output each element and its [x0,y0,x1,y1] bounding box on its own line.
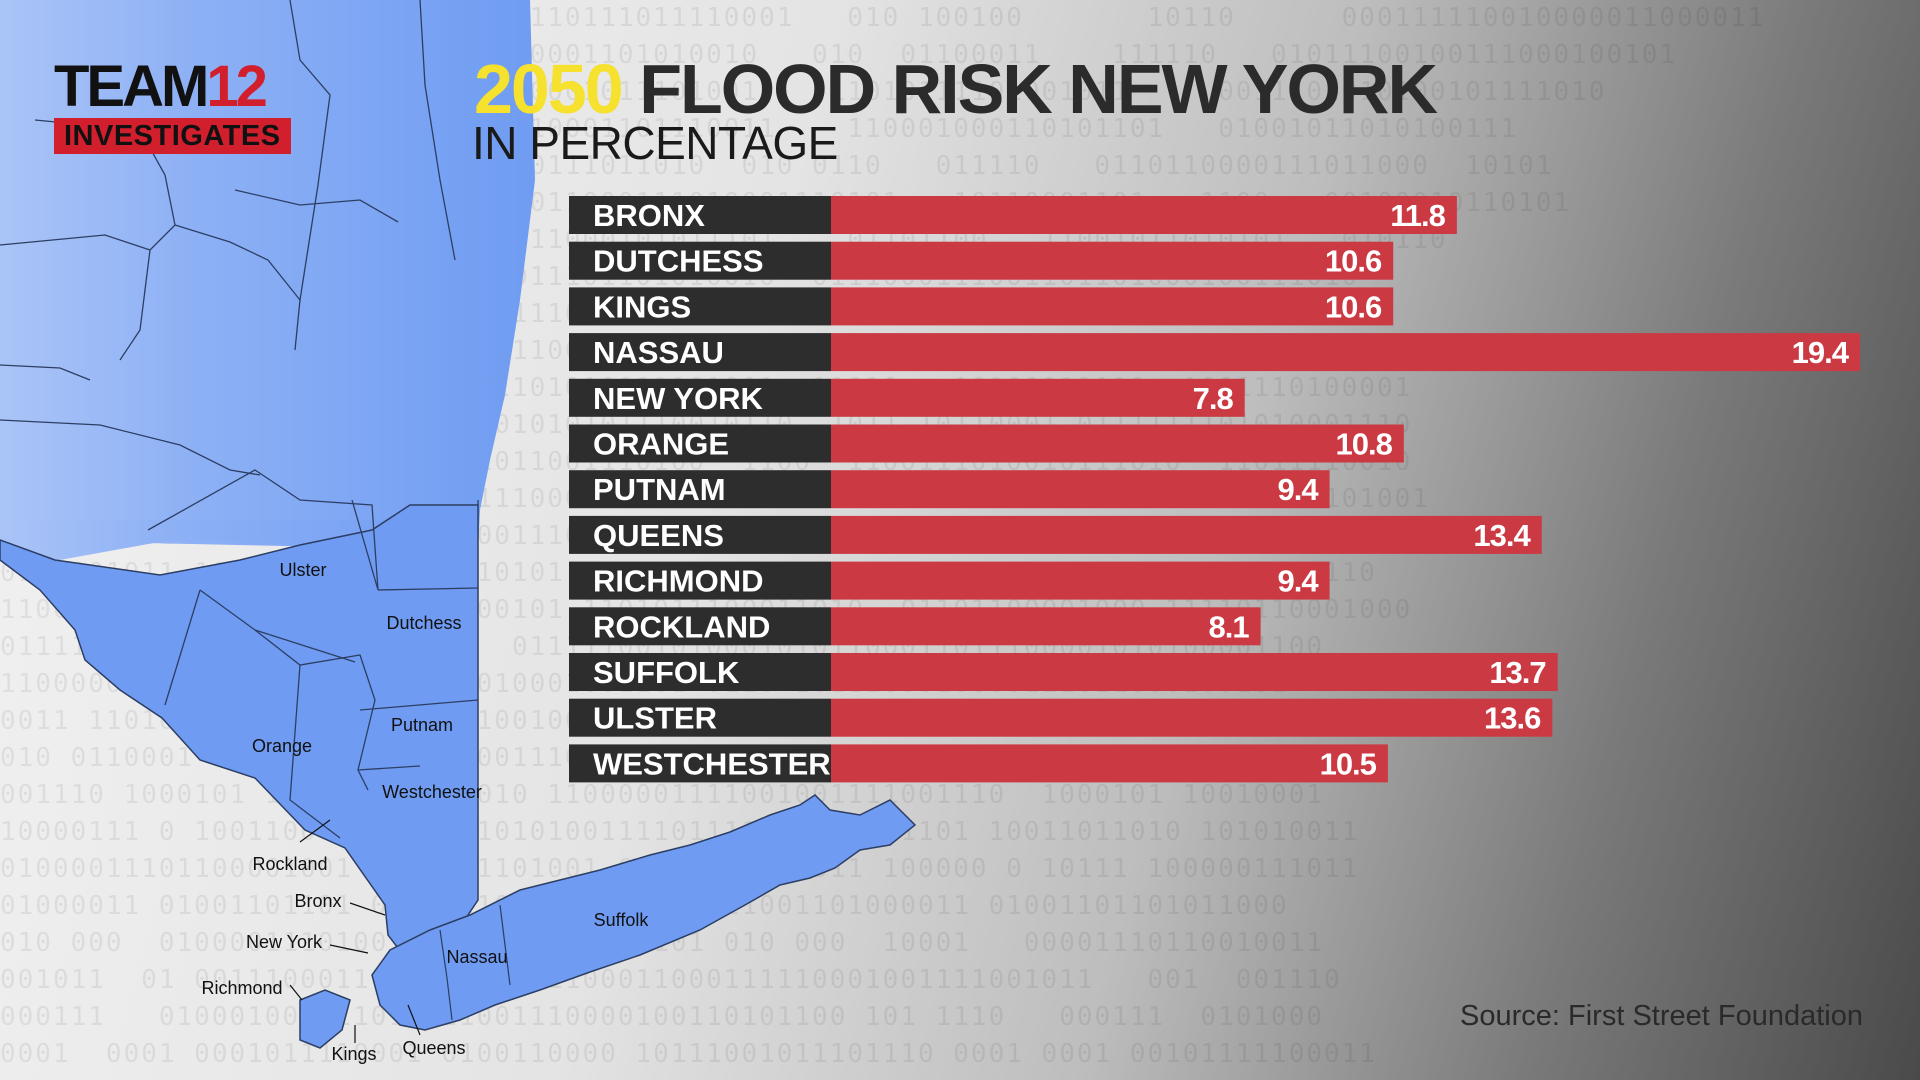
category-label-dutchess: DUTCHESS [593,244,764,279]
bar-suffolk [831,653,1558,691]
bar-orange [831,424,1404,463]
category-label-suffolk: SUFFOLK [593,655,740,690]
map-label-westchester: Westchester [382,782,482,802]
category-label-rockland: ROCKLAND [593,609,770,644]
data-label-dutchess: 10.6 [1325,244,1382,279]
data-label-orange: 10.8 [1336,427,1393,462]
chart-subtitle: IN PERCENTAGE [472,117,838,169]
category-label-box-suffolk [569,653,831,691]
data-label-richmond: 9.4 [1277,564,1319,599]
category-label-box-kings [569,287,831,326]
data-label-ulster: 13.6 [1484,701,1541,736]
category-label-box-westchester [569,744,831,783]
category-label-new-york: NEW YORK [593,381,764,416]
logo-team-text: TEAM [54,54,209,119]
category-label-box-richmond [569,561,831,600]
category-label-queens: QUEENS [593,518,724,553]
map-label-dutchess: Dutchess [386,613,461,633]
logo-investigates: INVESTIGATES [54,118,291,154]
bar-nassau [831,333,1860,372]
category-label-box-dutchess [569,241,831,280]
category-label-box-orange [569,424,831,463]
data-label-westchester: 10.5 [1320,746,1377,781]
staten-island [299,989,351,1049]
data-label-kings: 10.6 [1325,289,1382,324]
category-label-westchester: WESTCHESTER [593,746,831,781]
source-note: Source: First Street Foundation [1460,1000,1863,1032]
map-label-orange: Orange [252,736,312,756]
team12-logo: TEAM12 INVESTIGATES [54,58,291,154]
data-label-queens: 13.4 [1473,518,1531,553]
map-label-bronx: Bronx [294,891,341,911]
title-rest: FLOOD RISK NEW YORK [639,50,1438,128]
category-label-box-bronx [569,196,831,234]
title-year: 2050 [474,50,624,128]
category-label-orange: ORANGE [593,427,729,462]
category-label-box-ulster [569,698,831,737]
map-label-suffolk: Suffolk [594,910,650,930]
category-label-box-nassau [569,333,831,372]
logo-number: 12 [206,54,267,119]
bar-rockland [831,607,1261,646]
map-label-rockland: Rockland [252,854,327,874]
data-label-putnam: 9.4 [1277,472,1319,507]
bar-new-york [831,378,1245,417]
bar-westchester [831,744,1388,783]
bar-queens [831,515,1542,554]
data-label-suffolk: 13.7 [1489,655,1545,690]
bar-putnam [831,470,1330,509]
data-label-new-york: 7.8 [1193,381,1234,416]
bar-richmond [831,561,1330,600]
map-label-richmond: Richmond [201,978,282,998]
bar-dutchess [831,241,1394,280]
bar-bronx [831,196,1457,234]
data-label-rockland: 8.1 [1209,609,1250,644]
category-label-box-putnam [569,470,831,509]
map-label-nassau: Nassau [446,947,507,967]
category-label-ulster: ULSTER [593,701,717,736]
category-label-box-rockland [569,607,831,646]
map-label-putnam: Putnam [391,715,453,735]
category-label-nassau: NASSAU [593,335,724,370]
category-label-richmond: RICHMOND [593,564,764,599]
map-label-new-york: New York [246,932,323,952]
data-label-bronx: 11.8 [1390,198,1445,233]
map-label-kings: Kings [331,1044,376,1064]
category-label-box-new-york [569,378,831,417]
category-label-putnam: PUTNAM [593,472,726,507]
category-label-kings: KINGS [593,289,691,324]
category-label-box-queens [569,515,831,554]
data-label-nassau: 19.4 [1792,335,1850,370]
map-label-queens: Queens [402,1038,465,1058]
bar-ulster [831,698,1553,737]
category-label-bronx: BRONX [593,198,705,233]
map-label-ulster: Ulster [279,560,326,580]
chart-title: 2050 FLOOD RISK NEW YORK [474,50,1438,128]
bar-kings [831,287,1394,326]
